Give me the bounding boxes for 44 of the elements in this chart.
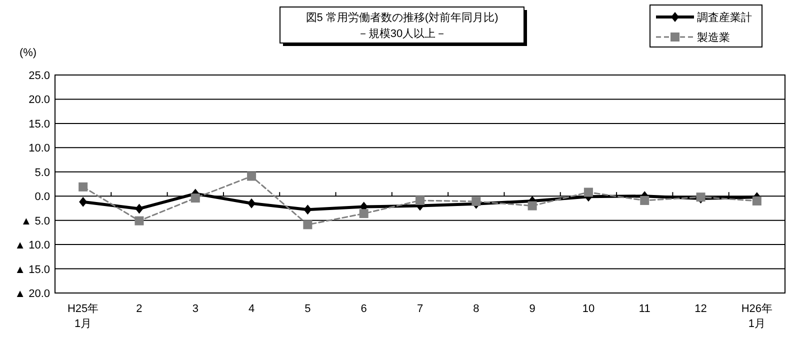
y-tick-label: ▲ 15.0 — [14, 264, 50, 276]
x-tick-label: H26年 1月 — [741, 303, 773, 330]
point — [304, 204, 312, 215]
point — [190, 194, 200, 203]
y-tick-label: ▲ 20.0 — [14, 288, 50, 300]
point — [79, 196, 88, 207]
legend-label: 製造業 — [697, 31, 730, 44]
point — [303, 220, 312, 230]
point — [752, 196, 762, 206]
point — [472, 196, 481, 206]
x-tick-label: 4 — [248, 303, 255, 315]
y-tick-label: 20.0 — [28, 94, 50, 106]
point — [359, 209, 368, 218]
x-tick-label: 3 — [192, 303, 198, 315]
point — [584, 188, 593, 197]
point — [247, 172, 256, 181]
point — [135, 204, 144, 214]
x-tick-label: 2 — [136, 303, 142, 315]
point — [134, 216, 144, 226]
y-tick-label: 15.0 — [28, 118, 50, 130]
y-tick-label: 0.0 — [34, 191, 50, 204]
x-tick-label: 8 — [473, 303, 480, 315]
y-tick-label: ▲ 5.0 — [20, 215, 50, 228]
point — [416, 196, 424, 205]
y-tick-label: 10.0 — [28, 142, 50, 155]
chart-subtitle: －規模30人以上－ — [357, 27, 447, 40]
x-tick-label: 11 — [638, 303, 650, 315]
y-tick-label: 25.0 — [28, 70, 50, 82]
legend-label: 調査産業計 — [697, 11, 752, 24]
y-tick-label: ▲ 10.0 — [14, 240, 50, 252]
point — [640, 196, 650, 205]
x-tick-label: 12 — [694, 303, 707, 315]
x-tick-label: 6 — [360, 303, 367, 315]
y-axis-title: (%) — [19, 47, 37, 59]
x-tick-label: H25年 1月 — [67, 303, 99, 330]
point — [528, 201, 537, 210]
point — [248, 198, 256, 208]
x-tick-label: 9 — [529, 303, 536, 315]
x-tick-label: 10 — [582, 303, 595, 315]
point — [78, 182, 88, 192]
y-tick-label: 5.0 — [34, 166, 50, 179]
chart-title: 図5 常用労働者数の推移(対前年同月比) — [306, 11, 498, 24]
x-tick-label: 5 — [304, 303, 311, 315]
x-tick-label: 7 — [416, 303, 424, 315]
